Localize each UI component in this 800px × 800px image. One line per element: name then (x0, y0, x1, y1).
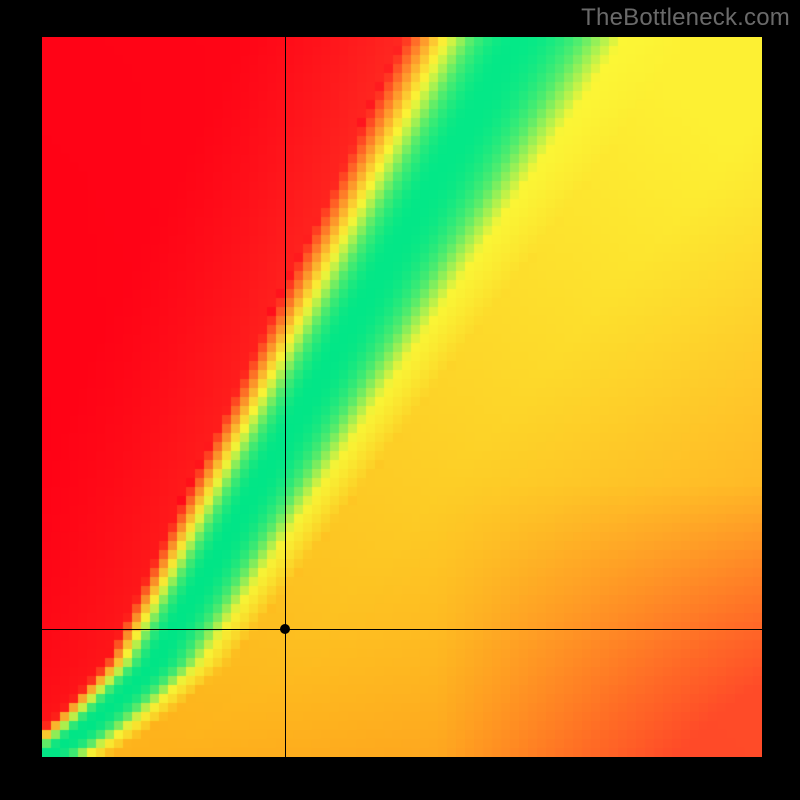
heatmap-canvas (42, 37, 762, 757)
crosshair-horizontal (42, 629, 762, 630)
crosshair-vertical (285, 37, 286, 757)
selection-marker (280, 624, 290, 634)
bottleneck-heatmap (42, 37, 762, 757)
watermark-text: TheBottleneck.com (581, 4, 790, 32)
